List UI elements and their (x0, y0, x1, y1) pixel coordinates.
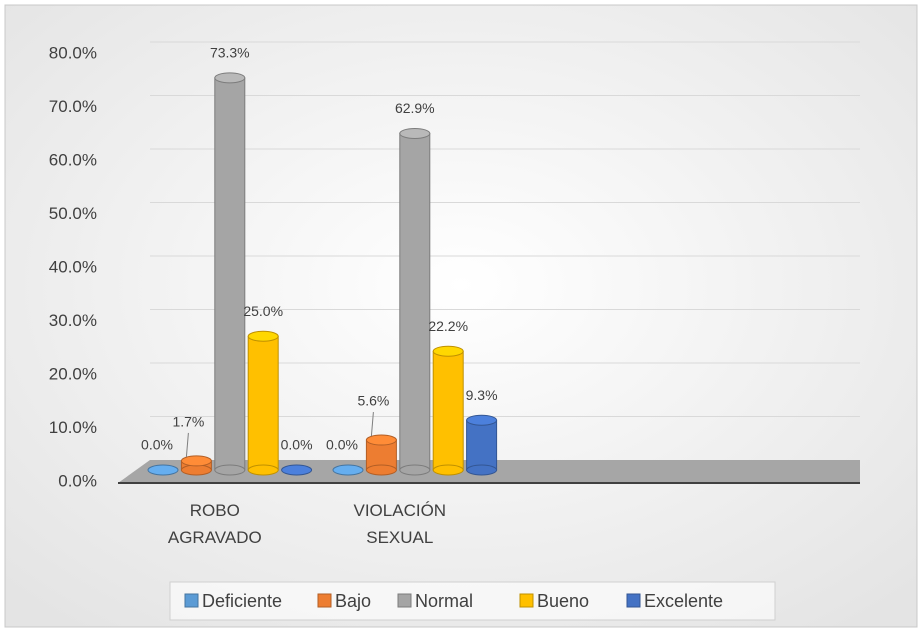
data-label: 73.3% (210, 45, 250, 61)
legend-box (169, 581, 776, 621)
bar-top (332, 464, 364, 476)
legend-label: Deficiente (202, 591, 282, 611)
bar-body (399, 132, 431, 471)
data-label: 0.0% (326, 437, 358, 453)
legend-swatch (397, 593, 412, 608)
bar: 1.7% (172, 414, 212, 476)
bar-top (147, 464, 179, 476)
bar: 25.0% (243, 303, 283, 476)
y-tick-label: 80.0% (49, 43, 97, 62)
bar-bottom (180, 464, 212, 476)
legend: Deficiente Bajo Normal Bueno Excelente (184, 591, 723, 611)
legend-swatch (519, 593, 534, 608)
bar: 22.2% (428, 318, 468, 476)
bar-top (365, 434, 397, 446)
bar: 0.0% (281, 437, 313, 476)
bar-top (214, 72, 246, 84)
data-label: 0.0% (141, 437, 173, 453)
y-tick-label: 30.0% (49, 311, 97, 330)
leader-line (370, 411, 374, 437)
bar-top (399, 127, 431, 139)
bar-bottom (247, 464, 279, 476)
legend-swatch (184, 593, 199, 608)
bars: 0.0% 1.7% 73.3% 25.0% 0.0% 0.0% 5.6% 62.9% 22.2%… (141, 45, 498, 476)
data-label: 25.0% (243, 303, 283, 319)
bar-bottom (214, 464, 246, 476)
data-label: 1.7% (172, 414, 204, 430)
bar-top (466, 414, 498, 426)
bar-top (281, 464, 313, 476)
legend-label: Excelente (644, 591, 723, 611)
y-tick-label: 20.0% (49, 364, 97, 383)
leader-line (185, 432, 189, 457)
y-tick-label: 40.0% (49, 257, 97, 276)
y-tick-label: 50.0% (49, 204, 97, 223)
bar-bottom (432, 464, 464, 476)
data-label: 22.2% (428, 318, 468, 334)
bar-bottom (466, 464, 498, 476)
bar: 9.3% (466, 387, 498, 476)
x-tick-label: VIOLACIÓN SEXUAL (354, 501, 447, 547)
data-label: 62.9% (395, 100, 435, 116)
bar: 73.3% (210, 45, 250, 476)
y-tick-label: 70.0% (49, 97, 97, 116)
data-label: 9.3% (466, 387, 498, 403)
bar-top (432, 345, 464, 357)
bar: 62.9% (395, 100, 435, 476)
bar: 0.0% (141, 437, 179, 476)
bar-bottom (399, 464, 431, 476)
bar: 5.6% (357, 393, 397, 476)
bar-bottom (365, 464, 397, 476)
legend-label: Bueno (537, 591, 589, 611)
bar-body (247, 335, 279, 471)
y-tick-label: 10.0% (49, 418, 97, 437)
bar-body (466, 419, 498, 471)
bar: 0.0% (326, 437, 364, 476)
bar-body (214, 77, 246, 471)
data-label: 5.6% (357, 393, 389, 409)
legend-swatch (626, 593, 641, 608)
y-tick-label: 0.0% (58, 471, 97, 490)
legend-label: Bajo (335, 591, 371, 611)
bar-top (180, 455, 212, 467)
chart-frame (4, 4, 918, 628)
x-tick-label: ROBO AGRAVADO (168, 501, 262, 547)
bar-top (247, 330, 279, 342)
legend-swatch (317, 593, 332, 608)
y-tick-label: 60.0% (49, 150, 97, 169)
legend-label: Normal (415, 591, 473, 611)
bar-body (432, 350, 464, 471)
data-label: 0.0% (281, 437, 313, 453)
